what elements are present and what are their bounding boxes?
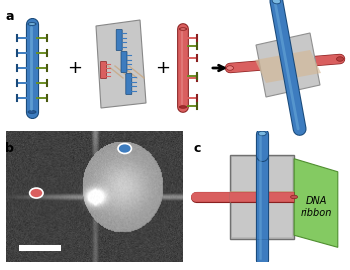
Text: b: b [5,142,14,155]
Polygon shape [256,33,320,97]
FancyBboxPatch shape [100,62,106,79]
Bar [231,191,294,203]
Text: c: c [193,142,200,155]
Text: +: + [155,59,170,77]
FancyBboxPatch shape [121,52,127,73]
Ellipse shape [28,111,36,113]
Ellipse shape [226,66,233,70]
Circle shape [30,188,43,198]
Polygon shape [255,50,321,83]
Text: a: a [5,10,14,23]
FancyBboxPatch shape [126,73,132,94]
Text: DNA
ribbon: DNA ribbon [300,196,331,218]
Polygon shape [294,159,338,247]
Ellipse shape [180,106,187,108]
Ellipse shape [258,131,266,136]
Bar [19,245,61,251]
Polygon shape [96,20,146,108]
Bar [231,155,294,239]
Ellipse shape [290,195,298,199]
Text: +: + [68,59,83,77]
Ellipse shape [180,28,187,30]
Circle shape [118,144,132,153]
Ellipse shape [272,0,281,4]
Ellipse shape [336,57,343,61]
Ellipse shape [295,126,304,132]
Bar [232,157,292,237]
Ellipse shape [28,23,36,25]
FancyBboxPatch shape [116,29,122,50]
